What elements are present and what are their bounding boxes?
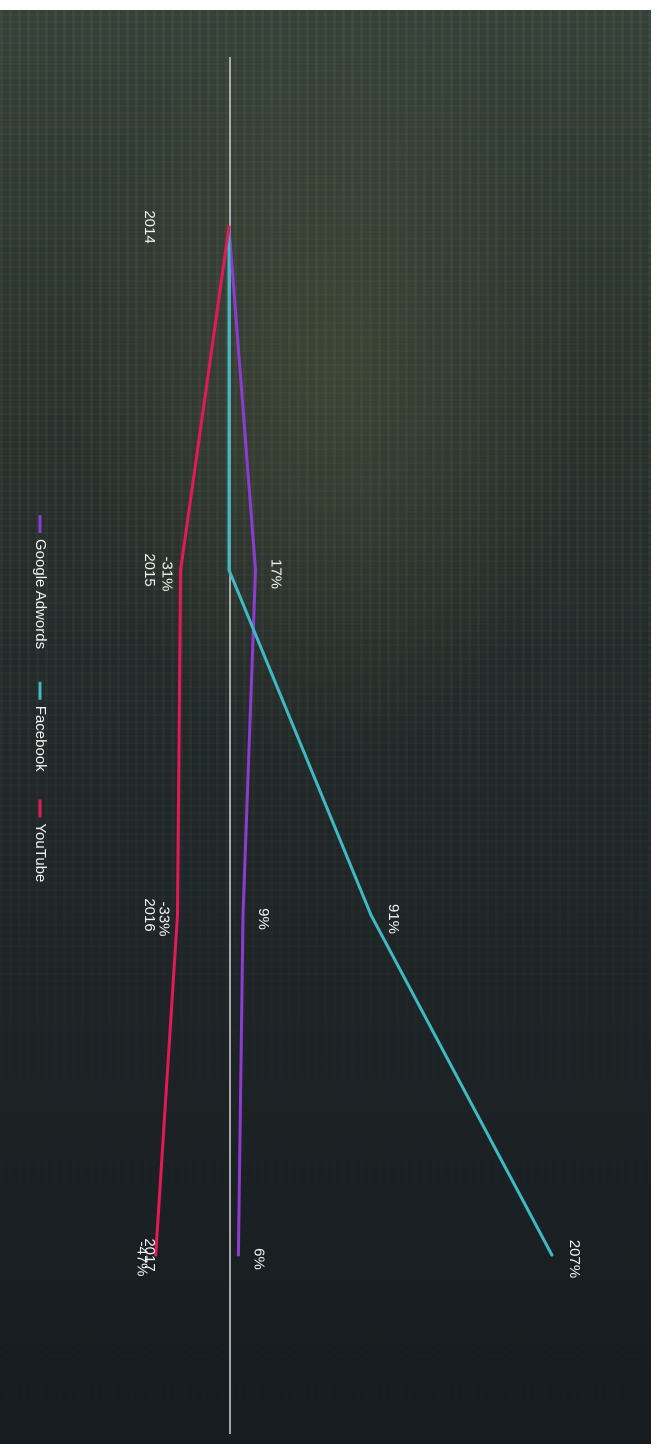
data-point-facebook-2015 <box>227 568 231 572</box>
data-point-youtube-2017 <box>154 1253 158 1257</box>
series-line-youtube <box>154 225 231 1257</box>
data-point-google-adwords-2016 <box>241 913 245 917</box>
x-tick-label-2015: 2015 <box>141 553 158 586</box>
legend-label-facebook: Facebook <box>32 706 49 772</box>
line-chart: 2014 2015 2016 2017 17% 9% 6% 91% 207% -31% -33% -4… <box>32 57 583 1434</box>
data-point-google-adwords-2017 <box>236 1253 240 1257</box>
data-label-google-adwords-2017: 6% <box>250 1248 267 1270</box>
data-label-facebook-2016: 91% <box>385 904 402 934</box>
data-point-facebook-2017 <box>550 1253 554 1257</box>
data-label-google-adwords-2015: 17% <box>268 559 285 589</box>
data-label-youtube-2016: -33% <box>156 901 173 936</box>
data-point-youtube-2016 <box>176 913 180 917</box>
legend-label-youtube: YouTube <box>32 823 49 882</box>
data-point-youtube-2014 <box>227 225 231 229</box>
data-point-facebook-2016 <box>369 913 373 917</box>
x-tick-label-2016: 2016 <box>141 898 158 931</box>
x-tick-label-2014: 2014 <box>141 210 158 243</box>
code-background-image <box>0 10 651 1444</box>
data-point-google-adwords-2015 <box>254 568 258 572</box>
chart-card: 2014 2015 2016 2017 17% 9% 6% 91% 207% -31% -33% -4… <box>0 10 651 1444</box>
series-line-google-adwords <box>227 225 257 1257</box>
data-label-google-adwords-2016: 9% <box>255 908 272 930</box>
data-label-youtube-2017: -47% <box>134 1241 151 1276</box>
data-point-youtube-2015 <box>179 568 183 572</box>
data-label-youtube-2015: -31% <box>159 556 176 591</box>
legend-label-google-adwords: Google Adwords <box>32 539 49 649</box>
series-line-facebook <box>227 225 554 1257</box>
data-label-facebook-2017: 207% <box>566 1240 583 1278</box>
x-tick-label-2017: 2017 <box>141 1238 158 1271</box>
